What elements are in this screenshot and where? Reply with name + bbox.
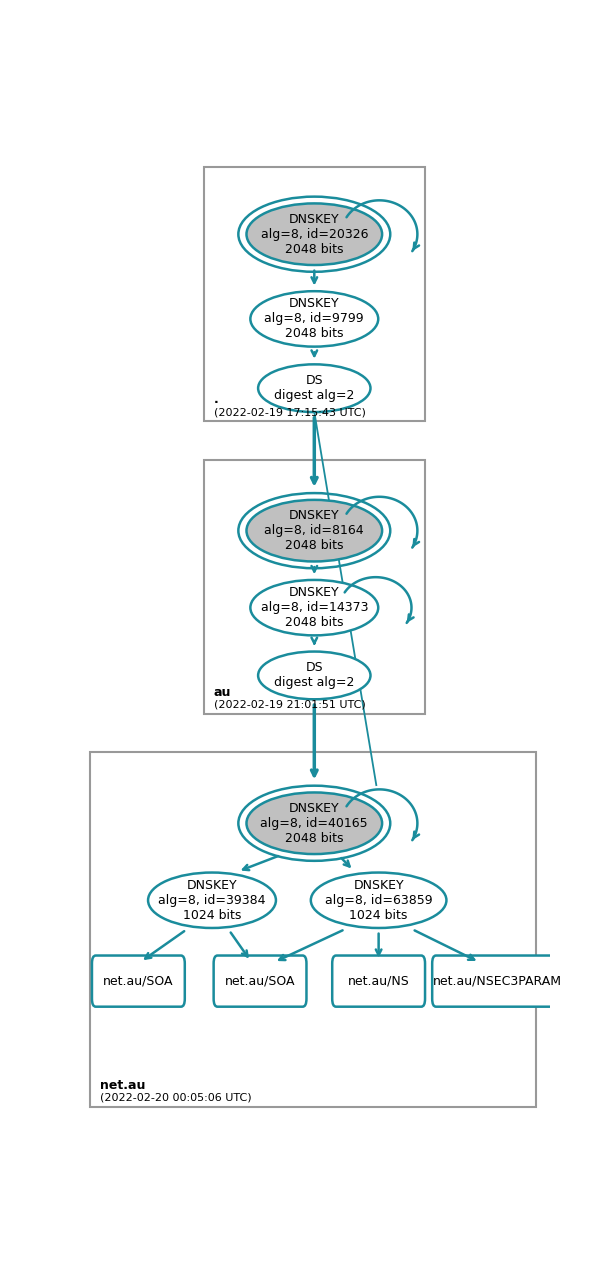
Ellipse shape <box>246 792 382 854</box>
Text: DNSKEY
alg=8, id=20326
2048 bits: DNSKEY alg=8, id=20326 2048 bits <box>260 212 368 256</box>
Bar <box>204 167 425 422</box>
Text: DNSKEY
alg=8, id=63859
1024 bits: DNSKEY alg=8, id=63859 1024 bits <box>325 879 433 921</box>
Ellipse shape <box>251 291 378 346</box>
Text: DNSKEY
alg=8, id=9799
2048 bits: DNSKEY alg=8, id=9799 2048 bits <box>265 298 364 340</box>
Ellipse shape <box>148 873 276 928</box>
Bar <box>204 460 425 714</box>
Text: (2022-02-19 21:01:51 UTC): (2022-02-19 21:01:51 UTC) <box>214 699 365 709</box>
Text: net.au: net.au <box>100 1079 145 1091</box>
Ellipse shape <box>258 364 370 412</box>
Ellipse shape <box>251 580 378 635</box>
Text: net.au/SOA: net.au/SOA <box>103 975 174 988</box>
Text: (2022-02-20 00:05:06 UTC): (2022-02-20 00:05:06 UTC) <box>100 1093 251 1103</box>
FancyBboxPatch shape <box>92 956 185 1007</box>
Text: DNSKEY
alg=8, id=14373
2048 bits: DNSKEY alg=8, id=14373 2048 bits <box>260 587 368 629</box>
FancyBboxPatch shape <box>332 956 425 1007</box>
FancyBboxPatch shape <box>432 956 562 1007</box>
Text: .: . <box>214 394 218 406</box>
Text: au: au <box>214 686 231 699</box>
Text: net.au/NSEC3PARAM: net.au/NSEC3PARAM <box>433 975 562 988</box>
Text: DNSKEY
alg=8, id=39384
1024 bits: DNSKEY alg=8, id=39384 1024 bits <box>158 879 266 921</box>
Text: (2022-02-19 17:15:43 UTC): (2022-02-19 17:15:43 UTC) <box>214 408 365 417</box>
Text: net.au/SOA: net.au/SOA <box>225 975 295 988</box>
Ellipse shape <box>311 873 447 928</box>
Text: DS
digest alg=2: DS digest alg=2 <box>274 374 354 403</box>
FancyBboxPatch shape <box>214 956 307 1007</box>
Ellipse shape <box>246 500 382 561</box>
Text: net.au/NS: net.au/NS <box>348 975 409 988</box>
Ellipse shape <box>258 652 370 699</box>
Text: DNSKEY
alg=8, id=40165
2048 bits: DNSKEY alg=8, id=40165 2048 bits <box>260 801 368 845</box>
Ellipse shape <box>246 203 382 265</box>
Text: DNSKEY
alg=8, id=8164
2048 bits: DNSKEY alg=8, id=8164 2048 bits <box>265 509 364 552</box>
Bar <box>90 753 536 1107</box>
Text: DS
digest alg=2: DS digest alg=2 <box>274 662 354 689</box>
